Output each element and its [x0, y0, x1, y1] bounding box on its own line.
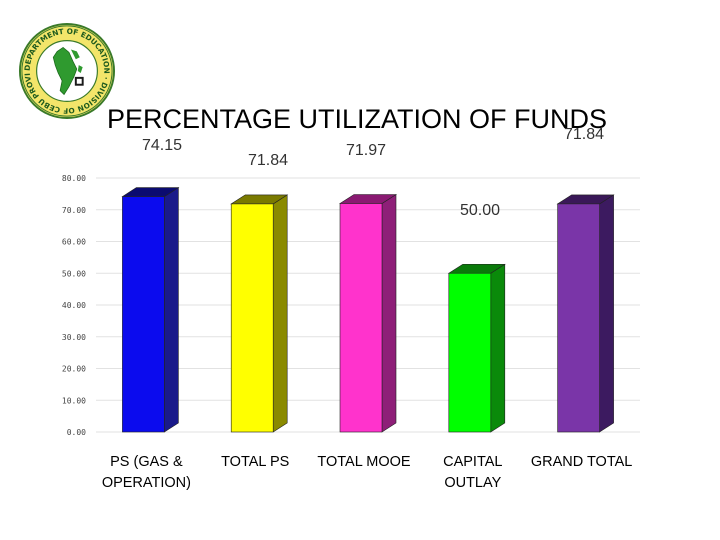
bar-side	[164, 187, 179, 433]
category-label: TOTAL MOOE	[317, 454, 411, 470]
category-label: PS (GAS &	[110, 454, 183, 470]
bar-side	[490, 263, 506, 433]
category-labels: PS (GAS & OPERATION) TOTAL PS TOTAL MOOE CAP…	[102, 454, 633, 491]
category-label: TOTAL PS	[221, 454, 289, 470]
y-tick-label: 10.00	[62, 396, 86, 405]
bar-side	[381, 193, 397, 433]
category-label: CAPITAL	[443, 454, 502, 470]
y-tick-label: 0.00	[67, 428, 86, 437]
bar-side	[272, 194, 288, 433]
chart-title: PERCENTAGE UTILIZATION OF FUNDS	[107, 104, 607, 134]
data-label: 74.15	[142, 137, 182, 154]
bars	[121, 187, 615, 433]
y-tick-label: 60.00	[62, 238, 86, 247]
data-label: 50.00	[460, 202, 500, 219]
bar	[448, 272, 492, 433]
y-axis-ticks: 0.00 10.00 20.00 30.00 40.00 50.00 60.00 70.00 8…	[62, 174, 86, 437]
data-label: 71.84	[248, 152, 288, 169]
deped-seal-logo: DEPARTMENT OF EDUCATION · DIVISION OF CE…	[18, 22, 116, 120]
y-tick-label: 20.00	[62, 365, 86, 374]
data-labels: 74.15 71.84 71.97 50.00 71.84	[142, 126, 604, 219]
data-label: 71.97	[346, 142, 386, 159]
y-tick-label: 30.00	[62, 333, 86, 342]
bar	[230, 203, 274, 433]
y-tick-label: 80.00	[62, 174, 86, 183]
y-tick-label: 50.00	[62, 269, 86, 278]
bar	[122, 196, 165, 433]
bar-side	[599, 194, 614, 433]
bar	[339, 203, 383, 433]
data-label: 71.84	[564, 126, 604, 143]
category-label: OUTLAY	[444, 475, 501, 491]
category-label: GRAND TOTAL	[531, 454, 633, 470]
y-tick-label: 70.00	[62, 206, 86, 215]
bar	[557, 203, 600, 433]
category-label: OPERATION)	[102, 475, 191, 491]
y-tick-label: 40.00	[62, 301, 86, 310]
